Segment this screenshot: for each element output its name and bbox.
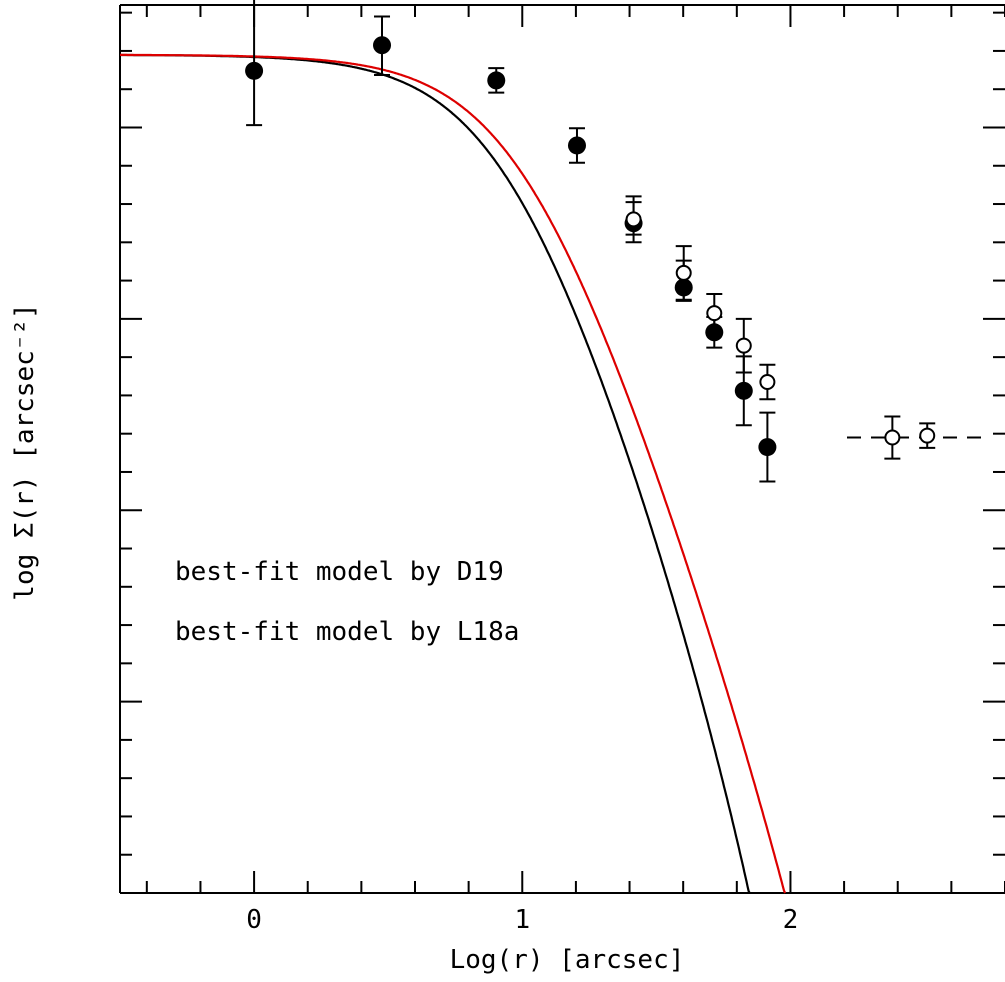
model-curve [120, 53, 787, 894]
data-point-filled [245, 61, 264, 80]
x-axis-label: Log(r) [arcsec] [450, 945, 685, 975]
data-point-open [759, 374, 776, 391]
data-point-open [625, 211, 642, 228]
x-tick-labels: 0 1 2 [246, 905, 798, 935]
data-point-filled [734, 381, 753, 400]
data-point-filled [674, 278, 693, 297]
data-markers [245, 36, 936, 457]
x-tick-label: 0 [246, 905, 262, 935]
data-point-open [735, 337, 752, 354]
x-tick-label: 1 [514, 905, 530, 935]
plot-frame [119, 4, 1005, 894]
annotation-l18a: best-fit model by L18a [175, 617, 519, 647]
model-curves [120, 53, 787, 894]
data-point-open [706, 305, 723, 322]
error-bars [246, 0, 990, 483]
data-point-filled [567, 136, 586, 155]
data-point-filled [373, 36, 392, 55]
data-point-filled [705, 323, 724, 342]
y-axis-label: log Σ(r) [arcsec⁻²] [10, 303, 40, 600]
x-tick-label: 2 [783, 905, 799, 935]
data-point-open [884, 429, 901, 446]
data-point-filled [487, 71, 506, 90]
data-point-filled [758, 438, 777, 457]
data-point-open [675, 264, 692, 281]
data-point-open [919, 427, 936, 444]
annotation-d19: best-fit model by D19 [175, 557, 504, 587]
axis-ticks [120, 5, 1005, 894]
